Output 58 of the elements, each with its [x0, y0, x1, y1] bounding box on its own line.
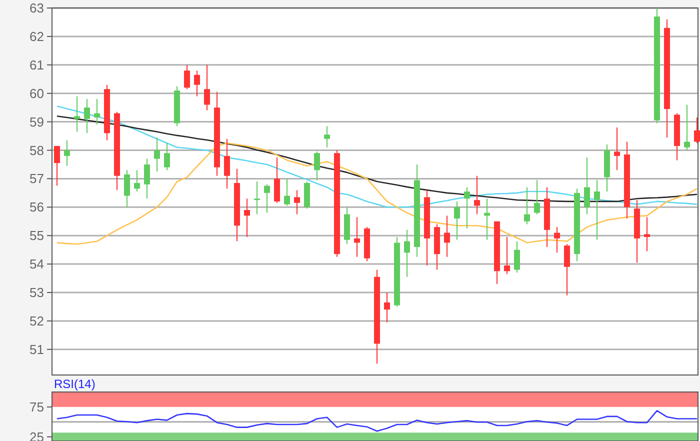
candlestick — [614, 126, 620, 171]
y-tick-label: 53 — [30, 285, 44, 300]
y-tick-label: 75 — [30, 399, 44, 414]
chart-title: RSI(14) — [54, 377, 96, 391]
candlestick — [524, 186, 530, 225]
candlestick — [264, 184, 270, 214]
y-tick-label: 63 — [30, 0, 44, 16]
candlestick — [204, 64, 210, 111]
candlestick — [684, 104, 690, 151]
candlestick — [284, 178, 290, 206]
candlestick — [184, 64, 190, 90]
y-tick-label: 59 — [30, 114, 44, 130]
candlestick — [554, 226, 560, 254]
y-tick-label: 62 — [30, 29, 44, 44]
candlestick — [584, 156, 590, 215]
y-tick-label: 60 — [30, 86, 44, 101]
candlestick — [224, 138, 230, 190]
candlestick — [274, 156, 280, 204]
candlestick — [444, 215, 450, 258]
y-tick-label: 58 — [30, 142, 44, 158]
candlestick — [514, 240, 520, 274]
candlestick — [144, 158, 150, 200]
candlestick — [314, 151, 320, 181]
candlestick — [454, 200, 460, 240]
candlestick — [254, 181, 260, 215]
candlestick — [74, 96, 80, 132]
candlestick — [534, 180, 540, 215]
line-series — [56, 142, 698, 245]
candlestick — [644, 216, 650, 252]
candlestick — [594, 180, 600, 240]
candlestick — [244, 198, 250, 238]
candlestick — [404, 229, 410, 278]
candlestick — [64, 140, 70, 166]
candlestick — [54, 145, 60, 186]
y-tick-label: 54 — [30, 256, 44, 272]
candlestick — [134, 170, 140, 192]
candlestick — [694, 117, 700, 144]
candlestick — [324, 126, 330, 148]
y-tick-label: 51 — [30, 342, 44, 357]
candlestick — [354, 216, 360, 258]
y-tick-label: 55 — [30, 228, 44, 244]
y-tick-label: 57 — [30, 171, 44, 186]
candlestick — [564, 244, 570, 296]
candlestick — [94, 98, 100, 126]
candlestick — [194, 70, 200, 97]
candlestick — [164, 142, 170, 171]
line-series — [56, 410, 698, 432]
y-tick-label: 56 — [30, 200, 44, 215]
candlestick — [154, 136, 160, 172]
candlestick — [474, 175, 480, 215]
candlestick — [294, 190, 300, 215]
candlestick — [384, 292, 390, 323]
candlestick — [464, 186, 470, 229]
candlestick — [84, 98, 90, 134]
candlestick — [504, 236, 510, 275]
y-tick-label: 52 — [30, 313, 44, 328]
y-tick-label: 61 — [30, 57, 44, 72]
candlestick — [124, 170, 130, 208]
